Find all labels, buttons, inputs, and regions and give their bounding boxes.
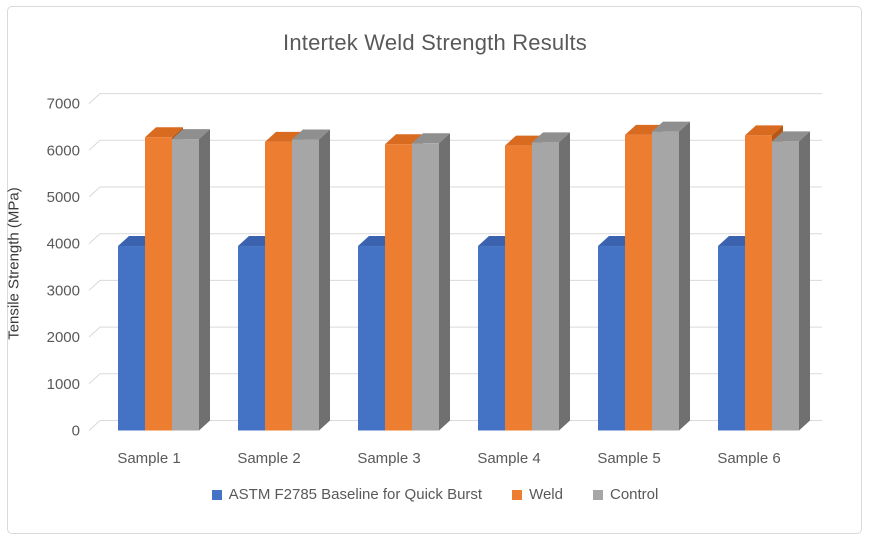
bar-group-sample-6 (718, 125, 810, 431)
bar-top-face (385, 134, 423, 145)
x-category-label: Sample 4 (477, 450, 540, 467)
bar-group-sample-2 (238, 129, 330, 431)
chart-title: Intertek Weld Strength Results (283, 30, 587, 55)
bar-group-sample-3 (358, 133, 450, 431)
x-category-label: Sample 6 (717, 450, 780, 467)
bar-front-face (145, 137, 172, 431)
axis-tick (88, 233, 101, 245)
legend: ASTM F2785 Baseline for Quick Burst Weld C… (0, 486, 870, 503)
bar-series-2 (412, 133, 450, 431)
y-tick-label: 7000 (47, 96, 80, 113)
y-tick-label: 0 (72, 423, 80, 440)
bar-front-face (625, 134, 652, 431)
bar-side-face (679, 121, 690, 431)
axis-tick (88, 420, 101, 431)
legend-label: ASTM F2785 Baseline for Quick Burst (228, 486, 483, 503)
axis-tick (88, 373, 101, 385)
legend-label: Weld (529, 486, 563, 503)
x-category-label: Sample 1 (117, 450, 180, 467)
legend-swatch-icon (211, 489, 222, 500)
bar-side-face (559, 132, 570, 431)
axis-tick (88, 326, 101, 338)
x-category-label: Sample 5 (597, 450, 660, 467)
bar-front-face (652, 131, 679, 431)
bar-front-face (718, 246, 745, 431)
bar-front-face (265, 141, 292, 431)
bar-front-face (532, 142, 559, 431)
legend-item-1: Weld (512, 486, 563, 503)
bar-front-face (238, 246, 265, 431)
axis-tick (88, 186, 101, 198)
bar-group-sample-5 (598, 121, 690, 431)
axis-tick (88, 280, 101, 291)
x-category-label: Sample 3 (357, 450, 420, 467)
y-tick-label: 3000 (47, 282, 80, 299)
bar-side-face (799, 131, 810, 431)
bar-side-face (319, 129, 330, 431)
bar-front-face (385, 144, 412, 431)
bar-series-2 (532, 132, 570, 431)
bar-side-face (439, 133, 450, 431)
bar-front-face (478, 246, 505, 431)
bar-top-face (412, 133, 450, 144)
bar-group-sample-1 (118, 127, 210, 431)
y-tick-label: 4000 (47, 236, 80, 253)
bar-front-face (118, 246, 145, 431)
legend-label: Control (609, 486, 659, 503)
legend-swatch-icon (512, 489, 523, 500)
bar-front-face (412, 143, 439, 431)
bar-side-face (199, 129, 210, 431)
y-tick-label: 1000 (47, 376, 80, 393)
bar-front-face (772, 141, 799, 431)
axis-tick (88, 139, 101, 151)
bar-top-face (172, 129, 210, 140)
y-tick-label: 6000 (47, 142, 80, 159)
y-tick-label: 2000 (47, 329, 80, 346)
bar-series-2 (172, 129, 210, 431)
bar-top-face (292, 129, 330, 140)
legend-item-2: Control (592, 486, 659, 503)
bar-front-face (505, 145, 532, 431)
bar-top-face (532, 132, 570, 143)
bar-series-2 (292, 129, 330, 431)
axis-tick (88, 93, 101, 104)
x-category-label: Sample 2 (237, 450, 300, 467)
gridlines: 0 1000 2000 3000 4000 5000 6000 7000 (47, 93, 822, 440)
bar-front-face (745, 135, 772, 431)
y-tick-label: 5000 (47, 189, 80, 206)
bar-front-face (292, 139, 319, 431)
bar-top-face (772, 131, 810, 142)
bar-series-2 (652, 121, 690, 431)
bar-front-face (358, 246, 385, 431)
bar-top-face (652, 121, 690, 132)
legend-swatch-icon (592, 489, 603, 500)
bar-front-face (172, 139, 199, 431)
bar-front-face (598, 246, 625, 431)
bar-top-face (145, 127, 183, 138)
bar-top-face (745, 125, 783, 136)
legend-item-0: ASTM F2785 Baseline for Quick Burst (211, 486, 483, 503)
bar-group-sample-4 (478, 132, 570, 431)
bar-series-2 (772, 131, 810, 431)
